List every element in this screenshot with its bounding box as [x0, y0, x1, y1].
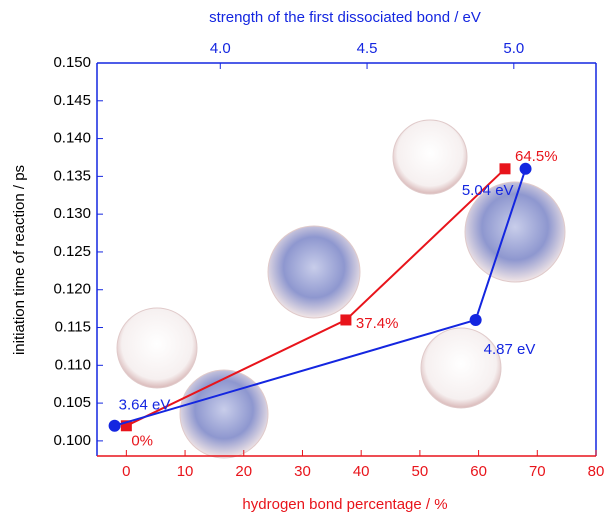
- x-tick-label: 80: [588, 463, 604, 480]
- x2-axis-label: strength of the first dissociated bond /…: [209, 9, 481, 26]
- y-tick-label: 0.130: [53, 205, 91, 222]
- marker: [520, 163, 532, 175]
- y-tick-label: 0.135: [53, 167, 91, 184]
- x-tick-label: 0: [122, 463, 130, 480]
- y-tick-label: 0.100: [53, 432, 91, 449]
- x2-tick-label: 5.0: [503, 40, 524, 57]
- x-tick-label: 70: [529, 463, 546, 480]
- marker: [109, 420, 121, 432]
- value-label: 4.87 eV: [484, 341, 536, 358]
- x-tick-label: 10: [177, 463, 194, 480]
- marker: [500, 163, 511, 174]
- value-label: 0%: [131, 433, 153, 450]
- x-tick-label: 20: [235, 463, 252, 480]
- y-axis-label: initiation time of reaction / ps: [11, 165, 28, 355]
- value-label: 5.04 eV: [462, 182, 514, 199]
- value-label: 37.4%: [356, 315, 399, 332]
- value-label: 64.5%: [515, 148, 558, 165]
- x2-tick-label: 4.0: [210, 40, 231, 57]
- y-tick-label: 0.150: [53, 54, 91, 71]
- y-tick-label: 0.115: [55, 318, 91, 335]
- marker: [340, 314, 351, 325]
- y-tick-label: 0.140: [53, 130, 91, 147]
- y-tick-label: 0.125: [53, 243, 91, 260]
- y-tick-label: 0.120: [53, 281, 91, 298]
- x-tick-label: 40: [353, 463, 370, 480]
- x2-tick-label: 4.5: [357, 40, 378, 57]
- x-axis-label: hydrogen bond percentage / %: [242, 496, 447, 513]
- x-tick-label: 60: [470, 463, 487, 480]
- x-tick-label: 50: [412, 463, 429, 480]
- y-tick-label: 0.110: [55, 356, 91, 373]
- molecule-images: [117, 120, 565, 458]
- y-tick-label: 0.145: [53, 92, 91, 109]
- chart: hydrogen bond percentage / % strength of…: [0, 0, 604, 516]
- x-tick-label: 30: [294, 463, 311, 480]
- value-label: 3.64 eV: [119, 397, 171, 414]
- y-tick-label: 0.105: [53, 394, 91, 411]
- marker: [470, 314, 482, 326]
